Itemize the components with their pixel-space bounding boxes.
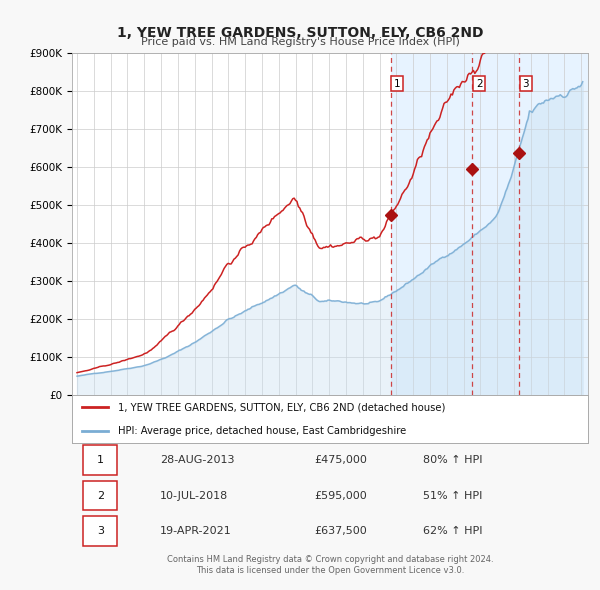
Text: Contains HM Land Registry data © Crown copyright and database right 2024.
This d: Contains HM Land Registry data © Crown c… — [167, 555, 493, 575]
Text: 62% ↑ HPI: 62% ↑ HPI — [423, 526, 482, 536]
FancyBboxPatch shape — [83, 516, 117, 546]
Text: 3: 3 — [523, 78, 529, 88]
FancyBboxPatch shape — [83, 445, 117, 475]
Text: 1: 1 — [97, 455, 104, 465]
Text: £637,500: £637,500 — [314, 526, 367, 536]
Text: 28-AUG-2013: 28-AUG-2013 — [160, 455, 234, 465]
Text: 1, YEW TREE GARDENS, SUTTON, ELY, CB6 2ND: 1, YEW TREE GARDENS, SUTTON, ELY, CB6 2N… — [117, 26, 483, 40]
Text: 51% ↑ HPI: 51% ↑ HPI — [423, 491, 482, 500]
Text: £475,000: £475,000 — [314, 455, 367, 465]
Text: £595,000: £595,000 — [314, 491, 367, 500]
Text: 80% ↑ HPI: 80% ↑ HPI — [423, 455, 482, 465]
Text: 19-APR-2021: 19-APR-2021 — [160, 526, 232, 536]
Text: HPI: Average price, detached house, East Cambridgeshire: HPI: Average price, detached house, East… — [118, 426, 407, 435]
Text: 3: 3 — [97, 526, 104, 536]
Text: 1, YEW TREE GARDENS, SUTTON, ELY, CB6 2ND (detached house): 1, YEW TREE GARDENS, SUTTON, ELY, CB6 2N… — [118, 402, 446, 412]
Text: 2: 2 — [97, 491, 104, 500]
Bar — [391, 53, 590, 395]
Text: 1: 1 — [394, 78, 401, 88]
Text: Price paid vs. HM Land Registry's House Price Index (HPI): Price paid vs. HM Land Registry's House … — [140, 37, 460, 47]
FancyBboxPatch shape — [83, 481, 117, 510]
Text: 10-JUL-2018: 10-JUL-2018 — [160, 491, 228, 500]
Text: 2: 2 — [476, 78, 482, 88]
